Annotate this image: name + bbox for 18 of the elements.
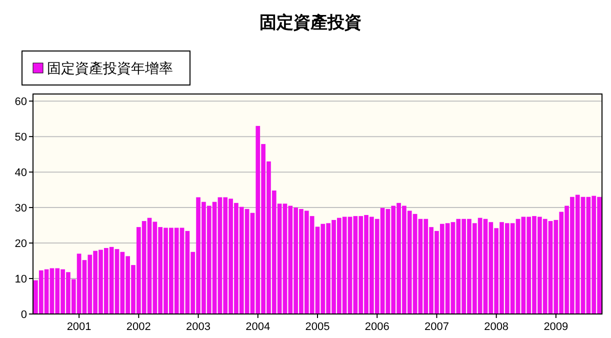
y-tick-label: 10 xyxy=(14,274,27,286)
y-tick-label: 20 xyxy=(14,238,27,250)
x-tick-label: 2002 xyxy=(126,321,151,333)
x-tick-label: 2004 xyxy=(246,321,270,333)
x-tick-label: 2001 xyxy=(66,321,92,333)
x-tick-label: 2009 xyxy=(544,321,568,333)
y-tick-label: 60 xyxy=(14,96,27,108)
x-tick-label: 2005 xyxy=(305,321,330,333)
x-tick-label: 2008 xyxy=(484,321,509,333)
y-tick-label: 30 xyxy=(14,202,27,215)
y-tick-label: 40 xyxy=(14,167,27,180)
legend-label: 固定資產投資年增率 xyxy=(47,60,173,76)
x-tick-label: 2003 xyxy=(186,321,211,333)
y-tick-label: 0 xyxy=(20,309,27,321)
x-tick-label: 2006 xyxy=(364,321,390,333)
y-tick-label: 50 xyxy=(14,132,27,144)
x-tick-label: 2007 xyxy=(424,321,449,333)
chart-title: 固定資產投資 xyxy=(260,13,362,32)
